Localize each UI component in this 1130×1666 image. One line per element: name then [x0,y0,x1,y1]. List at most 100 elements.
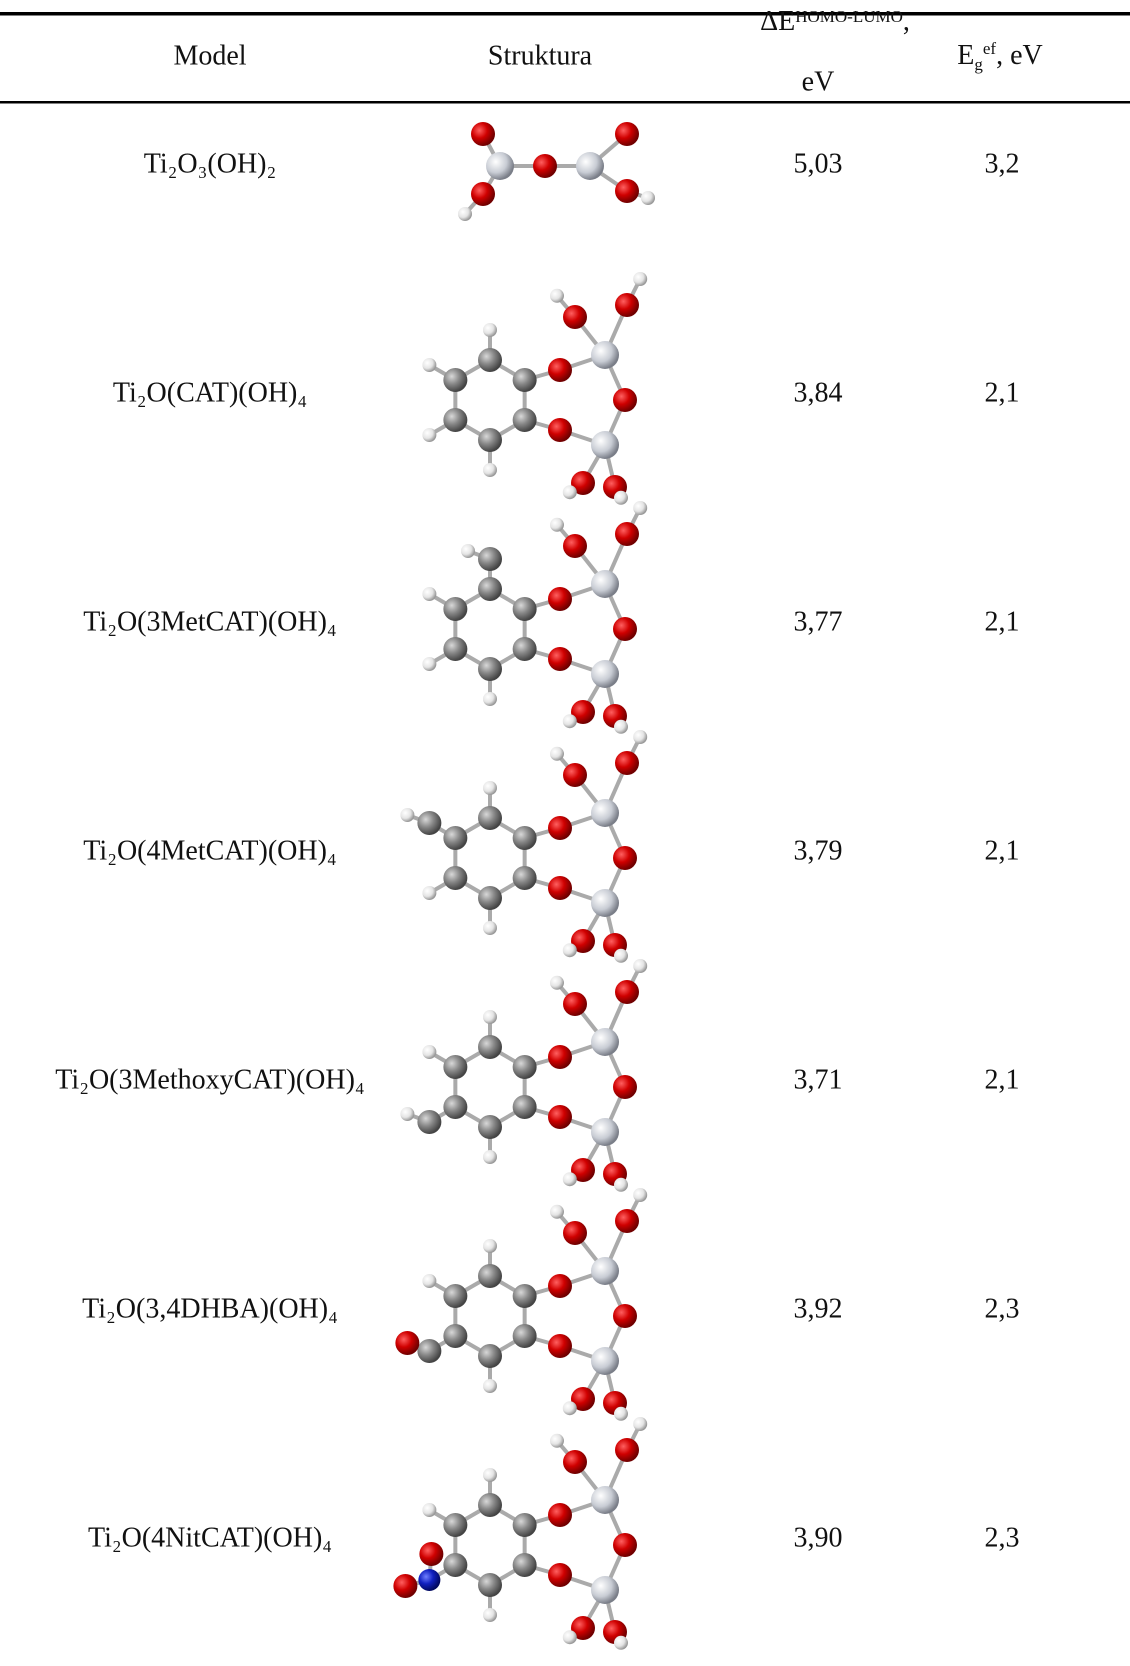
atom [562,1401,577,1416]
atom [615,980,639,1004]
row: Ti₂O(3MetCAT)(OH)₄ 3,77 2,1 [83,501,1020,734]
atom [471,122,495,146]
atom [478,348,502,372]
atom [422,587,437,601]
atom [458,207,472,221]
atom [591,660,619,688]
atom [483,1468,497,1482]
atom [422,1503,437,1517]
atom [571,1387,595,1411]
atom [641,191,655,205]
atom [548,1045,572,1069]
atom [419,1542,444,1566]
atom [483,323,497,337]
atom [548,1503,572,1527]
header-eg-sub: g [974,55,983,74]
atom [563,1450,587,1474]
atom [478,1493,502,1517]
structure [422,501,648,734]
atom [571,1616,595,1640]
atom [443,1055,468,1079]
atom [548,1563,572,1587]
atom [613,1075,637,1099]
header-model: Model [173,40,246,71]
effective-gap: 3,2 [985,148,1020,179]
atom [614,1177,628,1192]
atom [483,1150,497,1164]
atom [550,1204,564,1219]
atom [417,1339,442,1363]
atom [548,1274,572,1298]
homo-lumo-gap: 3,77 [794,606,843,637]
atom [471,182,495,206]
top-rule [0,12,1130,16]
atom [512,826,537,850]
row: Ti₂O₃(OH)₂ 5,03 3,2 [144,122,1020,221]
model-name: Ti₂O(4MetCAT)(OH)₄ [83,835,336,866]
atom [591,1486,619,1514]
atom [562,1172,577,1187]
model-name: Ti₂O(CAT)(OH)₄ [113,377,307,408]
atom [614,490,628,505]
homo-lumo-gap: 5,03 [794,148,843,179]
atom [422,1274,437,1288]
atom [550,288,564,303]
atom [548,1334,572,1358]
atom [461,544,475,558]
atom [443,597,468,621]
header-structure: Struktura [488,40,593,71]
atom [443,826,468,850]
atom [443,637,468,661]
atom [562,943,577,958]
atom [591,1118,619,1146]
atom [512,1055,537,1079]
structure [422,272,648,505]
atom [548,816,572,840]
atom [615,522,639,546]
atom [443,1095,468,1119]
atom [562,714,577,729]
atom [512,1324,537,1348]
atom [550,517,564,532]
model-name: Ti₂O(3MetCAT)(OH)₄ [83,606,336,637]
homo-lumo-gap: 3,84 [794,377,843,408]
atom [548,358,572,382]
atom [478,657,502,681]
atom [571,1158,595,1182]
atom [443,1553,468,1577]
atom [422,657,437,671]
atom [613,617,637,641]
atom [512,597,537,621]
model-name: Ti₂O(4NitCAT)(OH)₄ [88,1522,332,1553]
atom [483,692,497,706]
atom [548,647,572,671]
atom [417,1110,442,1134]
atom [571,929,595,953]
atom [591,1347,619,1375]
atom [562,1630,577,1645]
atom [615,1438,639,1462]
model-name: Ti₂O₃(OH)₂ [144,148,277,179]
header-eg-tail: , eV [996,40,1043,71]
atom [548,418,572,442]
atom [393,1574,418,1598]
atom [422,428,437,442]
atom [483,1379,497,1393]
atom [613,1533,637,1557]
row: Ti₂O(CAT)(OH)₄ 3,84 2,1 [113,272,1020,505]
row: Ti₂O(4MetCAT)(OH)₄ 3,79 2,1 [83,730,1020,963]
atom [483,921,497,935]
atom [478,1344,502,1368]
atom [562,485,577,500]
effective-gap: 2,1 [985,835,1020,866]
atom [576,152,604,180]
header-eg-main: E [957,40,974,71]
atom [512,408,537,432]
atom [563,305,587,329]
atom [591,799,619,827]
row: Ti₂O(3,4DHBA)(OH)₄ 3,92 2,3 [82,1188,1020,1421]
atom [591,1028,619,1056]
atom [417,811,442,835]
